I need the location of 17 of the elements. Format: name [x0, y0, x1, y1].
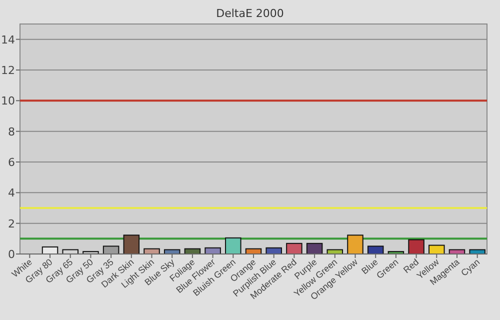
y-tick-label: 4 [8, 186, 15, 200]
bar [408, 239, 424, 254]
chart-title: DeltaE 2000 [216, 7, 284, 20]
bar [367, 246, 384, 254]
bar [123, 234, 140, 254]
y-tick-label: 6 [8, 156, 15, 169]
bar [225, 237, 242, 254]
bar [102, 246, 120, 254]
y-tick-label: 14 [1, 33, 15, 46]
bar [286, 242, 302, 254]
y-tick-label: 2 [8, 217, 15, 230]
y-tick-label: 12 [1, 64, 15, 77]
y-tick-label: 10 [1, 94, 15, 108]
y-tick-label: 8 [8, 125, 15, 138]
bar [306, 242, 323, 254]
bar [347, 234, 364, 254]
y-tick-label: 0 [8, 248, 15, 261]
